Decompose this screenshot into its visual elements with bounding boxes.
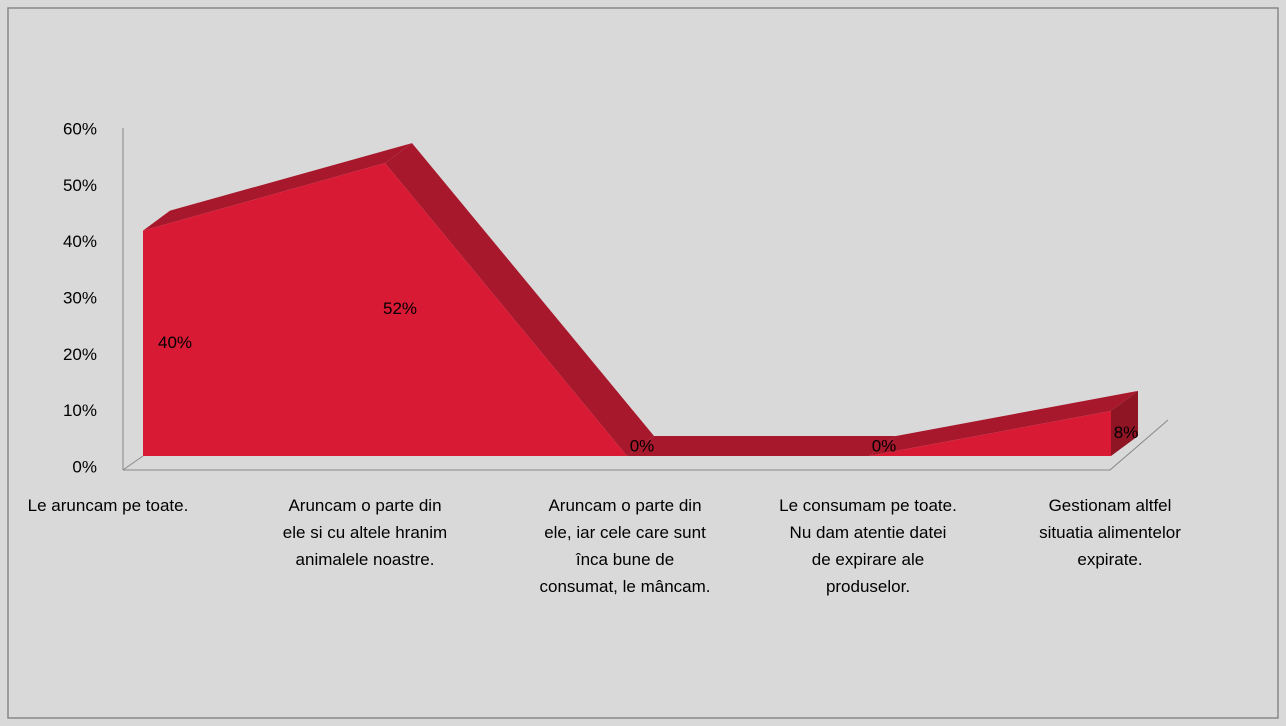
y-tick-label: 50% <box>63 176 97 195</box>
x-tick-label: Le aruncam pe toate. <box>27 496 189 515</box>
floor <box>123 419 1169 471</box>
y-tick-label: 10% <box>63 401 97 420</box>
data-label: 8% <box>1114 423 1139 442</box>
y-tick-label: 30% <box>63 288 97 307</box>
x-tick-label: Gestionam altfel situatia alimentelor ex… <box>1039 496 1181 569</box>
y-tick-label: 40% <box>63 232 97 251</box>
area <box>143 163 1111 457</box>
floor-edge <box>122 455 144 471</box>
y-tick-label: 20% <box>63 345 97 364</box>
y-tick-label: 60% <box>63 119 97 138</box>
area-top-face <box>869 390 1138 456</box>
data-label: 0% <box>872 436 897 455</box>
x-tick-label: Aruncam o parte din ele, iar cele care s… <box>539 496 711 596</box>
area-top-face <box>143 143 412 231</box>
y-tick-label: 0% <box>72 457 97 476</box>
data-label: 40% <box>158 333 192 352</box>
x-tick-label: Le consumam pe toate. Nu dam atentie dat… <box>779 496 957 596</box>
data-label: 52% <box>383 299 417 318</box>
data-label: 0% <box>630 436 655 455</box>
area-top-face <box>385 143 654 457</box>
x-tick-label: Aruncam o parte din ele si cu altele hra… <box>282 496 448 569</box>
area-side-face <box>1111 390 1138 456</box>
area-top-face <box>627 436 896 456</box>
